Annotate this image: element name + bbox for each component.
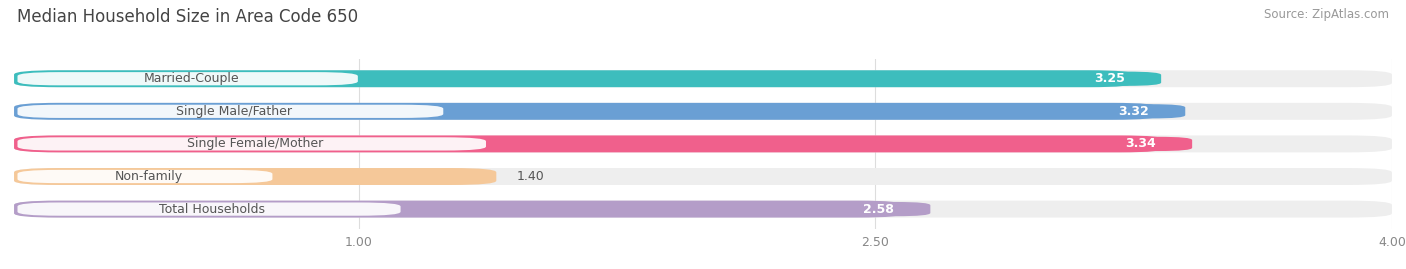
FancyBboxPatch shape — [14, 103, 1157, 120]
FancyBboxPatch shape — [17, 203, 401, 216]
FancyBboxPatch shape — [827, 202, 931, 216]
FancyBboxPatch shape — [14, 136, 1392, 152]
Text: 1.40: 1.40 — [517, 170, 544, 183]
FancyBboxPatch shape — [14, 168, 1392, 185]
Text: Single Male/Father: Single Male/Father — [176, 105, 292, 118]
FancyBboxPatch shape — [14, 70, 1392, 87]
Text: 3.34: 3.34 — [1125, 137, 1156, 150]
Text: Non-family: Non-family — [114, 170, 183, 183]
Text: Total Households: Total Households — [159, 203, 266, 215]
Text: 3.32: 3.32 — [1118, 105, 1149, 118]
FancyBboxPatch shape — [14, 201, 903, 218]
Text: Married-Couple: Married-Couple — [143, 72, 239, 85]
FancyBboxPatch shape — [14, 201, 1392, 218]
FancyBboxPatch shape — [1057, 72, 1161, 86]
FancyBboxPatch shape — [14, 136, 1164, 152]
FancyBboxPatch shape — [14, 103, 1392, 120]
FancyBboxPatch shape — [17, 137, 486, 151]
FancyBboxPatch shape — [17, 105, 443, 118]
FancyBboxPatch shape — [1088, 137, 1192, 151]
FancyBboxPatch shape — [17, 170, 273, 183]
FancyBboxPatch shape — [17, 72, 359, 85]
FancyBboxPatch shape — [14, 70, 1133, 87]
Text: 3.25: 3.25 — [1094, 72, 1125, 85]
FancyBboxPatch shape — [14, 168, 496, 185]
Text: 2.58: 2.58 — [863, 203, 894, 215]
Text: Source: ZipAtlas.com: Source: ZipAtlas.com — [1264, 8, 1389, 21]
Text: Median Household Size in Area Code 650: Median Household Size in Area Code 650 — [17, 8, 359, 26]
Text: Single Female/Mother: Single Female/Mother — [187, 137, 323, 150]
FancyBboxPatch shape — [1083, 104, 1185, 118]
